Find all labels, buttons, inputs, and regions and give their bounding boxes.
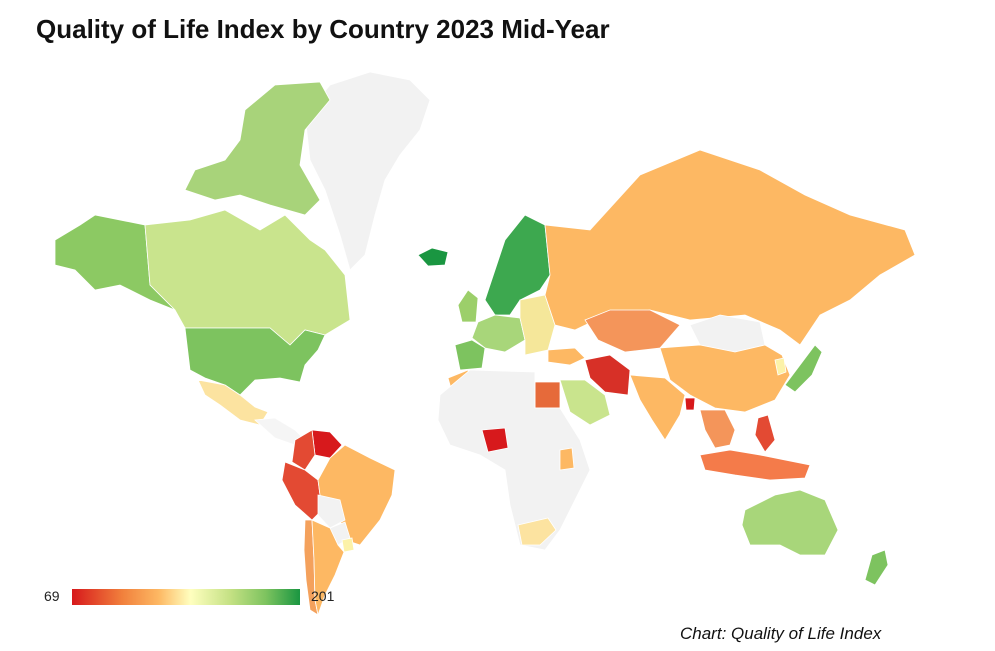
region-india[interactable] <box>629 374 686 441</box>
region-egypt[interactable] <box>534 381 561 409</box>
region-indonesia[interactable] <box>699 449 811 481</box>
region-uruguay[interactable] <box>341 537 355 553</box>
chart-title: Quality of Life Index by Country 2023 Mi… <box>36 14 610 44</box>
region-korea[interactable] <box>774 357 787 376</box>
region-saudi-arabia[interactable] <box>559 379 611 426</box>
region-nordics[interactable] <box>484 214 551 316</box>
region-western-europe[interactable] <box>471 314 526 353</box>
chart-credit: Chart: Quality of Life Index <box>680 624 882 643</box>
region-turkey[interactable] <box>547 347 586 366</box>
region-bolivia[interactable] <box>317 494 346 529</box>
region-new-zealand[interactable] <box>864 549 889 586</box>
region-mexico[interactable] <box>197 379 269 426</box>
region-iberia[interactable] <box>454 339 486 371</box>
region-southeast-asia[interactable] <box>699 409 736 449</box>
legend-max-label: 201 <box>311 588 335 604</box>
region-iran[interactable] <box>584 354 631 396</box>
region-russia[interactable] <box>544 149 916 346</box>
region-africa[interactable] <box>437 369 591 551</box>
region-uk-ireland[interactable] <box>457 289 479 323</box>
region-alaska[interactable] <box>54 214 176 311</box>
region-colombia[interactable] <box>291 429 316 471</box>
region-greenland[interactable] <box>304 71 431 271</box>
region-south-africa[interactable] <box>517 517 557 546</box>
region-kazakhstan[interactable] <box>584 309 681 353</box>
region-argentina[interactable] <box>311 519 345 617</box>
legend-min-label: 69 <box>44 588 60 604</box>
region-bangladesh[interactable] <box>684 397 696 411</box>
region-ecuador-peru[interactable] <box>281 461 323 521</box>
region-iceland[interactable] <box>417 247 449 267</box>
region-china[interactable] <box>659 344 791 413</box>
region-canada-arctic-islands[interactable] <box>184 81 331 216</box>
region-usa[interactable] <box>184 327 326 396</box>
region-australia[interactable] <box>741 489 839 556</box>
region-japan[interactable] <box>784 344 823 393</box>
region-canada[interactable] <box>144 209 351 346</box>
legend-color-scale <box>72 589 300 605</box>
region-philippines[interactable] <box>754 414 776 453</box>
region-nigeria[interactable] <box>481 427 509 453</box>
region-kenya[interactable] <box>559 447 575 471</box>
